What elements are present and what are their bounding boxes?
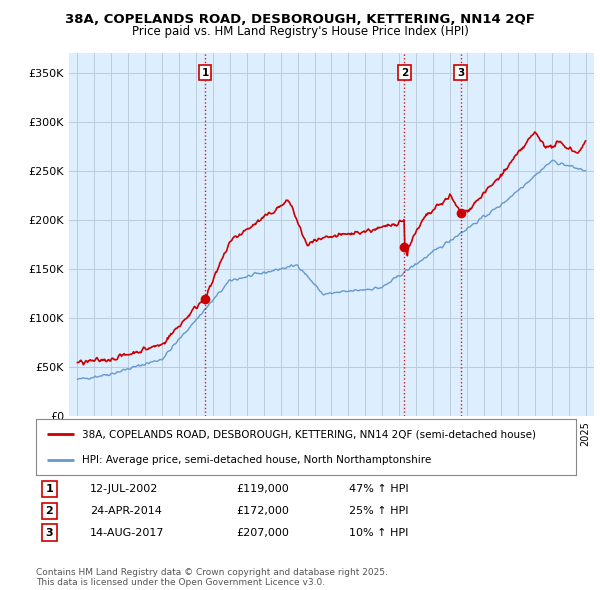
Text: 10% ↑ HPI: 10% ↑ HPI — [349, 527, 409, 537]
Text: 3: 3 — [457, 68, 464, 78]
Text: Price paid vs. HM Land Registry's House Price Index (HPI): Price paid vs. HM Land Registry's House … — [131, 25, 469, 38]
Text: 14-AUG-2017: 14-AUG-2017 — [90, 527, 164, 537]
Text: £172,000: £172,000 — [236, 506, 289, 516]
Text: 3: 3 — [46, 527, 53, 537]
Text: 47% ↑ HPI: 47% ↑ HPI — [349, 484, 409, 494]
Text: 38A, COPELANDS ROAD, DESBOROUGH, KETTERING, NN14 2QF: 38A, COPELANDS ROAD, DESBOROUGH, KETTERI… — [65, 13, 535, 26]
Text: 12-JUL-2002: 12-JUL-2002 — [90, 484, 158, 494]
Text: 2: 2 — [46, 506, 53, 516]
Text: £119,000: £119,000 — [236, 484, 289, 494]
Text: Contains HM Land Registry data © Crown copyright and database right 2025.
This d: Contains HM Land Registry data © Crown c… — [36, 568, 388, 587]
Text: HPI: Average price, semi-detached house, North Northamptonshire: HPI: Average price, semi-detached house,… — [82, 455, 431, 465]
Text: 2: 2 — [401, 68, 408, 78]
Text: 38A, COPELANDS ROAD, DESBOROUGH, KETTERING, NN14 2QF (semi-detached house): 38A, COPELANDS ROAD, DESBOROUGH, KETTERI… — [82, 429, 536, 439]
Text: 25% ↑ HPI: 25% ↑ HPI — [349, 506, 409, 516]
Text: 1: 1 — [46, 484, 53, 494]
Text: £207,000: £207,000 — [236, 527, 289, 537]
Text: 1: 1 — [202, 68, 209, 78]
Text: 24-APR-2014: 24-APR-2014 — [90, 506, 162, 516]
